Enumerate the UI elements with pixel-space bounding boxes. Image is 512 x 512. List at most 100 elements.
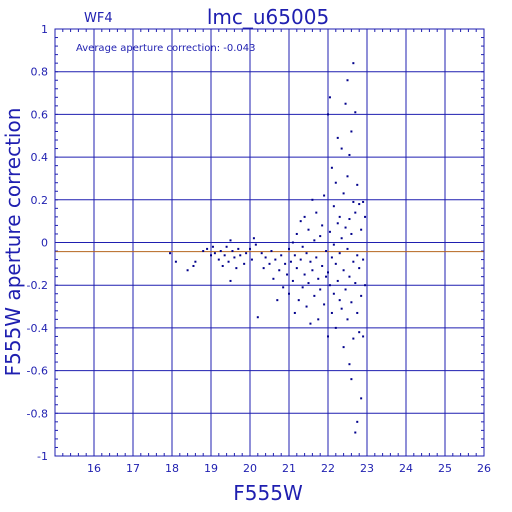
data-point: [231, 250, 234, 253]
data-point: [291, 241, 294, 244]
data-point: [268, 262, 271, 265]
data-point: [305, 252, 308, 255]
average-correction-annotation: Average aperture correction: -0.043: [76, 43, 256, 54]
data-point: [352, 260, 355, 263]
data-point: [358, 331, 361, 334]
data-point: [332, 292, 335, 295]
data-point: [330, 166, 333, 169]
data-point: [350, 130, 353, 133]
y-tick-label: 1: [41, 23, 48, 36]
data-point: [352, 62, 355, 65]
data-point: [243, 262, 246, 265]
y-tick-label: 0.4: [31, 151, 49, 164]
data-point: [321, 264, 324, 267]
data-point: [342, 346, 345, 349]
data-point: [344, 226, 347, 229]
data-point: [262, 267, 265, 270]
data-point: [325, 275, 328, 278]
x-tick-label: 20: [243, 462, 257, 475]
chip-label: WF4: [84, 11, 113, 26]
data-point: [288, 292, 290, 295]
data-point: [264, 256, 267, 259]
data-point: [194, 260, 197, 263]
data-point: [358, 203, 361, 206]
data-point: [334, 181, 337, 184]
data-point: [336, 222, 339, 225]
data-point: [354, 211, 357, 214]
y-tick-label: -0.4: [27, 322, 48, 335]
x-tick-label: 21: [282, 462, 296, 475]
data-point: [225, 245, 228, 248]
data-point: [299, 220, 302, 223]
y-tick-label: -0.6: [27, 365, 48, 378]
data-point: [239, 254, 242, 257]
data-point: [360, 294, 363, 297]
data-point: [245, 252, 248, 255]
x-tick-labels: 16 17 18 19 20 21 22 23 24 25 26: [87, 462, 491, 475]
x-tick-label: 23: [360, 462, 374, 475]
data-point: [211, 245, 214, 248]
data-point: [221, 264, 224, 267]
data-point: [336, 279, 339, 282]
data-point: [252, 237, 255, 240]
y-axis-label: F555W aperture correction: [1, 108, 25, 377]
data-point: [332, 205, 335, 208]
y-tick-label: -0.2: [27, 279, 48, 292]
data-point: [286, 273, 289, 276]
y-tick-label: 0: [41, 237, 48, 250]
data-point: [282, 286, 285, 289]
data-point: [342, 269, 345, 272]
data-point: [223, 254, 226, 257]
data-point: [330, 256, 333, 259]
data-point: [256, 316, 259, 319]
data-point: [311, 198, 314, 201]
data-point: [317, 277, 320, 280]
data-point: [276, 299, 279, 302]
data-point: [328, 96, 331, 99]
data-point: [284, 262, 287, 265]
data-point: [311, 269, 314, 272]
data-point: [354, 431, 357, 434]
data-point: [319, 288, 322, 291]
data-point: [354, 111, 357, 114]
data-point: [332, 243, 335, 246]
data-point: [344, 288, 347, 291]
data-point: [348, 275, 351, 278]
x-tick-label: 17: [126, 462, 140, 475]
x-axis-label: F555W: [233, 481, 303, 505]
y-tick-label: 0.2: [31, 194, 49, 207]
data-point: [217, 258, 220, 261]
data-point: [295, 267, 298, 270]
data-point: [315, 211, 318, 214]
data-point: [348, 218, 351, 221]
data-point: [169, 252, 172, 255]
y-tick-label: -1: [37, 450, 48, 463]
data-point: [354, 282, 357, 285]
data-point: [249, 247, 251, 250]
data-point: [295, 232, 298, 235]
data-point: [272, 277, 275, 280]
data-point: [278, 269, 281, 272]
data-point: [352, 200, 355, 203]
x-tick-label: 19: [204, 462, 218, 475]
data-point: [328, 230, 331, 233]
data-point: [325, 250, 328, 253]
data-point: [233, 256, 236, 259]
data-point: [346, 175, 349, 178]
data-point: [348, 153, 351, 156]
data-point: [334, 326, 337, 329]
data-point: [362, 258, 365, 261]
data-point: [334, 262, 337, 265]
data-point: [235, 267, 238, 270]
data-point: [303, 273, 306, 276]
plot-frame: [54, 28, 485, 457]
data-point: [348, 363, 351, 366]
data-point: [299, 258, 302, 261]
data-point: [313, 239, 316, 242]
data-point: [336, 136, 339, 139]
data-point: [274, 258, 277, 261]
data-point: [186, 269, 189, 272]
data-point: [330, 311, 333, 314]
data-point: [313, 294, 316, 297]
data-point: [362, 335, 365, 338]
